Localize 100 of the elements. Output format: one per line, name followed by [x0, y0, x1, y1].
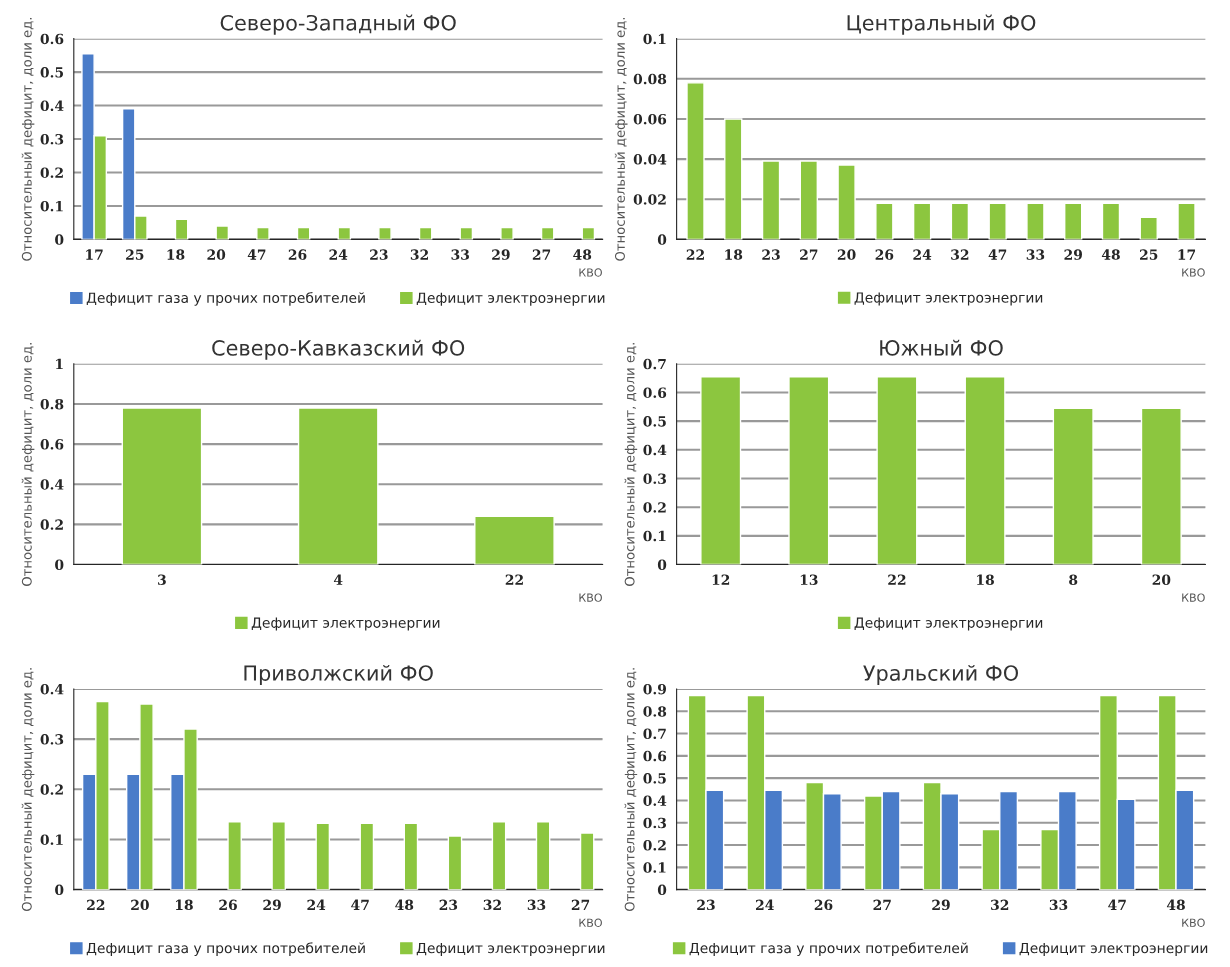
x-tick-label: 33: [451, 249, 469, 260]
y-tick-label: 0.6: [643, 750, 667, 762]
y-tick-label: 0.4: [40, 100, 64, 112]
y-tick-label: 0.08: [633, 73, 667, 85]
x-tick-label: 20: [837, 249, 856, 260]
x-tick-label: 48: [1166, 899, 1185, 911]
x-tick-label: 29: [1064, 249, 1082, 260]
y-tick-label: 0.4: [643, 444, 667, 456]
y-tick-label: 0.1: [40, 834, 63, 845]
y-tick-label: 0.6: [40, 439, 64, 450]
x-tick-label: 27: [873, 899, 891, 910]
x-tick-label: 18: [167, 249, 185, 260]
y-tick-label: 0.9: [643, 683, 667, 695]
x-tick-label: 20: [131, 899, 149, 911]
x-tick-label: 26: [814, 899, 833, 911]
x-tick-label: 48: [1101, 249, 1120, 260]
y-tick-label: 0.06: [633, 113, 667, 125]
x-tick-label: 18: [725, 249, 743, 260]
x-tick-label: 23: [439, 899, 458, 911]
legend-label: Дефицит электроэнергии: [1019, 942, 1208, 956]
chart-title: Северо-Западный ФО: [220, 14, 456, 35]
bar: [579, 832, 595, 890]
y-tick-label: 0: [657, 234, 667, 245]
x-tick-label: 23: [370, 249, 388, 260]
x-tick-label: 24: [756, 899, 774, 910]
chart-title: Северо-Кавказский ФО: [212, 339, 465, 360]
x-tick-label: 32: [483, 899, 501, 911]
x-tick-label: 27: [800, 249, 818, 260]
x-tick-label: 33: [1049, 899, 1068, 911]
y-axis-title: Относительный дефицит, доли ед.: [624, 668, 638, 912]
bar: [227, 821, 242, 890]
bar: [686, 82, 705, 240]
x-tick-label: 47: [351, 899, 369, 910]
x-tick-label: 32: [951, 249, 969, 260]
legend-label: Дефицит электроэнергии: [416, 292, 605, 306]
y-tick-label: 0: [657, 559, 667, 570]
x-tick-label: 8: [1069, 574, 1078, 585]
y-axis-title: Относительный дефицит, доли ед.: [21, 17, 35, 261]
x-tick-label: 20: [1152, 574, 1171, 585]
bar: [581, 226, 596, 240]
y-tick-label: 0.8: [643, 706, 667, 717]
y-tick-label: 0.2: [40, 519, 63, 530]
x-axis-title: КВО: [1182, 268, 1205, 277]
y-tick-label: 0.1: [40, 200, 63, 212]
y-tick-label: 0.3: [643, 473, 667, 484]
y-tick-label: 1: [56, 358, 63, 370]
bar: [491, 821, 507, 890]
x-tick-label: 18: [977, 574, 994, 585]
x-tick-label: 13: [800, 574, 818, 585]
y-tick-label: 0.2: [40, 167, 63, 178]
y-tick-label: 0.02: [633, 194, 666, 205]
bar: [875, 202, 894, 240]
bar: [500, 226, 514, 240]
y-tick-label: 0.4: [40, 479, 64, 490]
x-tick-label: 22: [505, 574, 523, 585]
y-tick-label: 0.1: [643, 33, 666, 45]
y-tick-label: 0.6: [643, 387, 667, 398]
bar: [1026, 202, 1045, 240]
y-tick-label: 0: [657, 884, 667, 896]
bar: [761, 160, 781, 240]
x-tick-label: 17: [1178, 249, 1196, 260]
x-tick-label: 26: [288, 249, 307, 260]
x-tick-label: 26: [219, 899, 237, 911]
x-tick-label: 22: [686, 249, 704, 260]
x-tick-label: 29: [263, 899, 281, 911]
bar: [1177, 202, 1196, 240]
legend-label: Дефицит электроэнергии: [251, 617, 440, 631]
bar: [378, 226, 392, 240]
legend-label: Дефицит газа у прочих потребителей: [689, 942, 968, 956]
y-tick-label: 0.6: [40, 33, 64, 45]
y-axis-title: Относительный дефицит, доли ед.: [21, 668, 35, 912]
x-tick-label: 33: [1026, 249, 1045, 260]
y-tick-label: 0.4: [643, 795, 667, 806]
bar: [418, 226, 433, 240]
bar: [724, 118, 743, 240]
bar: [535, 821, 551, 890]
x-tick-label: 24: [913, 249, 932, 260]
bar: [950, 202, 970, 240]
y-tick-label: 0.7: [643, 728, 666, 740]
chart-title: Южный ФО: [880, 339, 1003, 356]
x-tick-label: 23: [762, 249, 780, 260]
y-axis-title: Относительный дефицит, доли ед.: [614, 17, 628, 261]
x-tick-label: 18: [175, 899, 193, 911]
chart-title: Центральный ФО: [847, 14, 1036, 35]
y-tick-label: 0.3: [40, 134, 64, 145]
bar: [256, 226, 270, 240]
y-tick-label: 0.8: [40, 398, 64, 410]
x-tick-label: 47: [247, 249, 266, 260]
y-tick-label: 0.3: [40, 734, 64, 745]
bar: [837, 164, 856, 240]
x-tick-label: 22: [888, 574, 906, 585]
x-tick-label: 47: [988, 249, 1007, 260]
x-axis-title: КВО: [579, 268, 602, 277]
bar: [1064, 202, 1083, 240]
bar: [799, 160, 819, 240]
x-tick-label: 24: [329, 249, 348, 260]
x-tick-label: 20: [207, 249, 226, 260]
y-tick-label: 0.1: [643, 530, 666, 542]
legend-label: Дефицит газа у прочих потребителей: [86, 292, 365, 306]
bar: [912, 202, 932, 240]
